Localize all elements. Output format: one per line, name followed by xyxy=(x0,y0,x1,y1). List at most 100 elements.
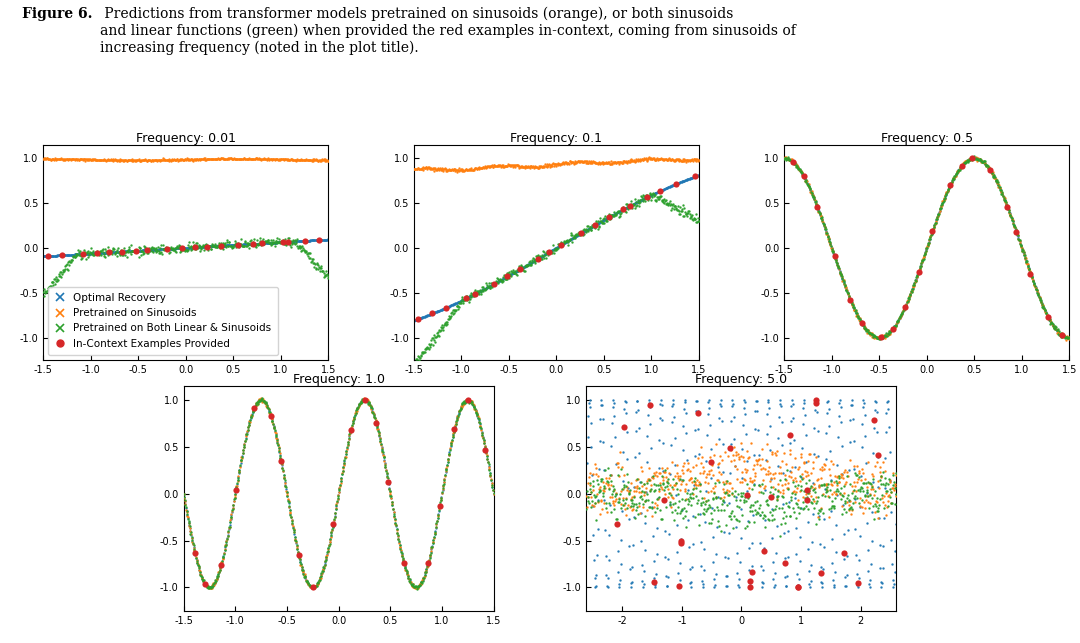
Point xyxy=(615,204,632,215)
Point xyxy=(954,161,971,171)
Point xyxy=(431,501,448,511)
Point xyxy=(54,250,71,260)
Point xyxy=(622,201,639,211)
Point xyxy=(896,302,914,312)
Point xyxy=(789,583,807,593)
Point xyxy=(600,212,618,222)
Point xyxy=(672,538,689,548)
Point xyxy=(850,578,867,588)
Point xyxy=(656,494,673,505)
Point xyxy=(280,237,297,247)
Title: Frequency: 0.01: Frequency: 0.01 xyxy=(136,132,235,145)
Point xyxy=(762,493,780,503)
Point xyxy=(755,546,772,556)
Point xyxy=(702,457,719,467)
Point xyxy=(808,397,825,408)
Point xyxy=(742,582,759,592)
Point xyxy=(910,267,928,277)
Point xyxy=(841,294,859,305)
Point xyxy=(529,253,546,264)
Point xyxy=(379,477,396,487)
Point xyxy=(113,246,131,257)
Point xyxy=(782,430,799,440)
Point xyxy=(784,157,801,167)
Point xyxy=(477,444,495,455)
Point xyxy=(651,186,669,196)
Point xyxy=(836,548,853,558)
Point xyxy=(89,248,106,258)
Point xyxy=(885,323,902,334)
Point xyxy=(853,318,870,329)
Point xyxy=(689,408,706,418)
Point xyxy=(777,557,794,568)
Point xyxy=(866,415,883,425)
Point xyxy=(812,568,829,579)
Point xyxy=(808,395,825,405)
Point xyxy=(798,485,815,495)
Point xyxy=(274,237,292,248)
Point xyxy=(873,332,890,343)
Point xyxy=(213,559,230,570)
Point xyxy=(869,449,887,460)
Point xyxy=(485,279,502,289)
Point xyxy=(212,240,229,251)
Point xyxy=(459,395,476,405)
Point xyxy=(437,302,455,312)
Point xyxy=(244,239,261,249)
Point xyxy=(291,550,308,561)
Point xyxy=(963,153,981,163)
Title: Frequency: 1.0: Frequency: 1.0 xyxy=(293,373,384,386)
Point xyxy=(942,179,959,190)
Point xyxy=(199,242,216,252)
Point xyxy=(367,419,384,429)
Point xyxy=(342,425,360,435)
Point xyxy=(159,244,176,254)
Point xyxy=(356,395,374,405)
Point xyxy=(1054,331,1071,341)
Point xyxy=(272,455,289,466)
Point xyxy=(446,424,463,434)
Title: Frequency: 0.5: Frequency: 0.5 xyxy=(880,132,973,145)
Point xyxy=(999,202,1016,212)
Point xyxy=(795,171,812,181)
Point xyxy=(982,165,999,175)
Point xyxy=(616,422,633,433)
Point xyxy=(395,558,413,568)
Point xyxy=(262,411,280,421)
Point xyxy=(138,245,156,255)
Title: Frequency: 0.1: Frequency: 0.1 xyxy=(510,132,603,145)
Point xyxy=(75,249,92,259)
Point xyxy=(741,576,758,586)
Point xyxy=(1022,269,1039,279)
Point xyxy=(739,490,756,500)
Point xyxy=(638,192,656,203)
Point xyxy=(923,226,941,237)
Text: Figure 6.: Figure 6. xyxy=(22,7,92,21)
Point xyxy=(253,239,270,249)
Point xyxy=(672,536,689,546)
Point xyxy=(1039,312,1056,322)
Point xyxy=(305,582,322,592)
Point xyxy=(540,247,557,257)
Point xyxy=(572,228,590,239)
Point xyxy=(311,235,328,245)
Point xyxy=(798,495,815,505)
Point xyxy=(457,293,474,303)
Point xyxy=(608,519,625,529)
Point xyxy=(186,547,203,557)
Point xyxy=(325,518,342,529)
Point xyxy=(511,264,528,275)
Point xyxy=(671,581,688,591)
Point xyxy=(227,485,244,496)
Point xyxy=(586,220,604,230)
Point xyxy=(721,443,739,453)
Point xyxy=(100,248,118,258)
Text: Predictions from transformer models pretrained on sinusoids (orange), or both si: Predictions from transformer models pret… xyxy=(100,7,796,55)
Point xyxy=(296,236,313,246)
Point xyxy=(646,577,663,587)
Point xyxy=(826,251,843,262)
Title: Frequency: 5.0: Frequency: 5.0 xyxy=(696,373,787,386)
Point xyxy=(174,243,191,253)
Point xyxy=(789,582,807,592)
Point xyxy=(127,246,145,256)
